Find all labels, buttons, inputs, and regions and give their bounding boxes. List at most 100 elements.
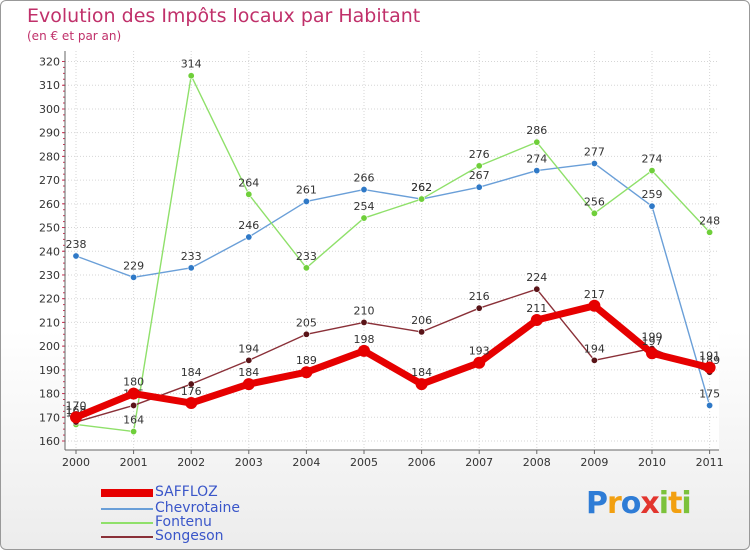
x-tick-label: 2004 bbox=[292, 456, 320, 469]
data-label-chevrotaine: 238 bbox=[66, 238, 87, 251]
logo-letter: x bbox=[640, 486, 659, 521]
y-tick-label: 270 bbox=[39, 174, 60, 187]
data-point-songeson bbox=[475, 304, 483, 312]
y-tick-label: 250 bbox=[39, 222, 60, 235]
data-point-saffloz bbox=[703, 361, 716, 374]
data-point-songeson bbox=[302, 330, 310, 338]
data-point-saffloz bbox=[646, 347, 658, 360]
data-label-fontenu: 274 bbox=[642, 153, 663, 166]
series-saffloz: 170 180 176 184 189 198 184 193 211 217 197 191 bbox=[66, 288, 720, 424]
series-line-songeson bbox=[75, 288, 711, 423]
data-point-saffloz bbox=[530, 314, 543, 327]
data-label-fontenu: 314 bbox=[181, 58, 202, 71]
legend-label-songeson: Songeson bbox=[155, 528, 224, 544]
series-fontenu: 167164314264233254262276286256274248 bbox=[66, 58, 720, 436]
data-label-chevrotaine: 262 bbox=[411, 181, 432, 194]
data-point-chevrotaine bbox=[245, 233, 253, 241]
y-tick-label: 210 bbox=[39, 316, 60, 329]
data-label-chevrotaine: 261 bbox=[296, 183, 317, 196]
data-point-fontenu bbox=[302, 264, 310, 272]
y-tick-label: 200 bbox=[39, 340, 60, 353]
legend-swatch-fontenu bbox=[101, 522, 153, 524]
data-label-songeson: 194 bbox=[584, 342, 605, 355]
series-line-chevrotaine bbox=[75, 162, 711, 407]
data-label-songeson: 184 bbox=[181, 366, 202, 379]
x-tick-label: 2001 bbox=[120, 456, 148, 469]
data-label-saffloz: 217 bbox=[584, 288, 605, 301]
data-point-chevrotaine bbox=[187, 264, 195, 272]
series-songeson: 168175184194205210206216224194199189 bbox=[66, 271, 720, 426]
x-tick-label: 2007 bbox=[465, 456, 493, 469]
y-tick-label: 320 bbox=[39, 56, 60, 69]
x-tick-label: 2009 bbox=[580, 456, 608, 469]
data-label-chevrotaine: 246 bbox=[238, 219, 259, 232]
legend-swatch-saffloz bbox=[101, 489, 153, 497]
data-point-saffloz bbox=[588, 299, 601, 312]
data-label-fontenu: 233 bbox=[296, 250, 317, 263]
data-point-fontenu bbox=[130, 428, 138, 436]
y-tick-label: 230 bbox=[39, 269, 60, 282]
chart-subtitle: (en € et par an) bbox=[27, 29, 122, 43]
logo-letter: P bbox=[586, 486, 608, 521]
logo-letter: i bbox=[658, 486, 669, 521]
data-label-chevrotaine: 274 bbox=[526, 153, 547, 166]
y-tick-label: 300 bbox=[39, 103, 60, 116]
data-point-fontenu bbox=[360, 214, 368, 222]
data-label-saffloz: 176 bbox=[181, 385, 202, 398]
series-line-fontenu bbox=[75, 75, 711, 433]
data-label-fontenu: 248 bbox=[699, 214, 720, 227]
data-label-songeson: 216 bbox=[469, 290, 490, 303]
data-label-songeson: 210 bbox=[354, 304, 375, 317]
data-point-chevrotaine bbox=[533, 167, 541, 175]
data-point-songeson bbox=[360, 318, 368, 326]
data-label-songeson: 206 bbox=[411, 314, 432, 327]
legend-swatch-chevrotaine bbox=[101, 508, 153, 510]
data-point-saffloz bbox=[300, 366, 313, 379]
data-label-fontenu: 256 bbox=[584, 195, 605, 208]
data-label-saffloz: 180 bbox=[123, 376, 144, 389]
data-label-songeson: 194 bbox=[238, 342, 259, 355]
plot-area bbox=[65, 51, 719, 450]
data-label-songeson: 224 bbox=[526, 271, 547, 284]
data-point-fontenu bbox=[533, 138, 541, 146]
data-label-fontenu: 286 bbox=[526, 124, 547, 137]
data-point-saffloz bbox=[358, 344, 370, 357]
data-label-saffloz: 191 bbox=[699, 349, 720, 362]
y-tick-label: 260 bbox=[39, 198, 60, 211]
data-label-saffloz: 211 bbox=[526, 302, 547, 315]
y-tick-label: 180 bbox=[39, 388, 60, 401]
data-label-songeson: 205 bbox=[296, 316, 317, 329]
data-point-fontenu bbox=[187, 72, 195, 80]
data-label-saffloz: 193 bbox=[469, 345, 490, 358]
data-point-chevrotaine bbox=[360, 186, 368, 194]
data-label-chevrotaine: 229 bbox=[123, 259, 144, 272]
data-point-fontenu bbox=[245, 190, 253, 198]
y-tick-label: 190 bbox=[39, 364, 60, 377]
y-tick-label: 220 bbox=[39, 293, 60, 306]
data-point-saffloz bbox=[127, 387, 140, 400]
data-label-fontenu: 262 bbox=[411, 181, 432, 194]
data-point-saffloz bbox=[70, 411, 82, 424]
x-tick-label: 2002 bbox=[177, 456, 205, 469]
data-point-chevrotaine bbox=[706, 401, 714, 409]
data-label-fontenu: 254 bbox=[354, 200, 375, 213]
data-point-fontenu bbox=[590, 209, 598, 217]
x-tick-label: 2005 bbox=[350, 456, 378, 469]
data-label-chevrotaine: 175 bbox=[699, 387, 720, 400]
data-point-songeson bbox=[130, 401, 138, 409]
data-label-chevrotaine: 267 bbox=[469, 169, 490, 182]
logo-letter: o bbox=[620, 486, 642, 521]
y-tick-label: 280 bbox=[39, 150, 60, 163]
data-point-songeson bbox=[187, 380, 195, 388]
data-label-saffloz: 184 bbox=[411, 366, 432, 379]
data-point-chevrotaine bbox=[72, 252, 80, 260]
data-point-chevrotaine bbox=[302, 197, 310, 205]
series-line-saffloz bbox=[72, 302, 714, 421]
data-point-chevrotaine bbox=[590, 159, 598, 167]
legend-label-chevrotaine: Chevrotaine bbox=[155, 500, 241, 516]
x-tick-label: 2008 bbox=[523, 456, 551, 469]
legend-swatch-songeson bbox=[101, 536, 153, 538]
data-point-songeson bbox=[533, 285, 541, 293]
y-tick-label: 290 bbox=[39, 127, 60, 140]
x-tick-label: 2010 bbox=[638, 456, 666, 469]
